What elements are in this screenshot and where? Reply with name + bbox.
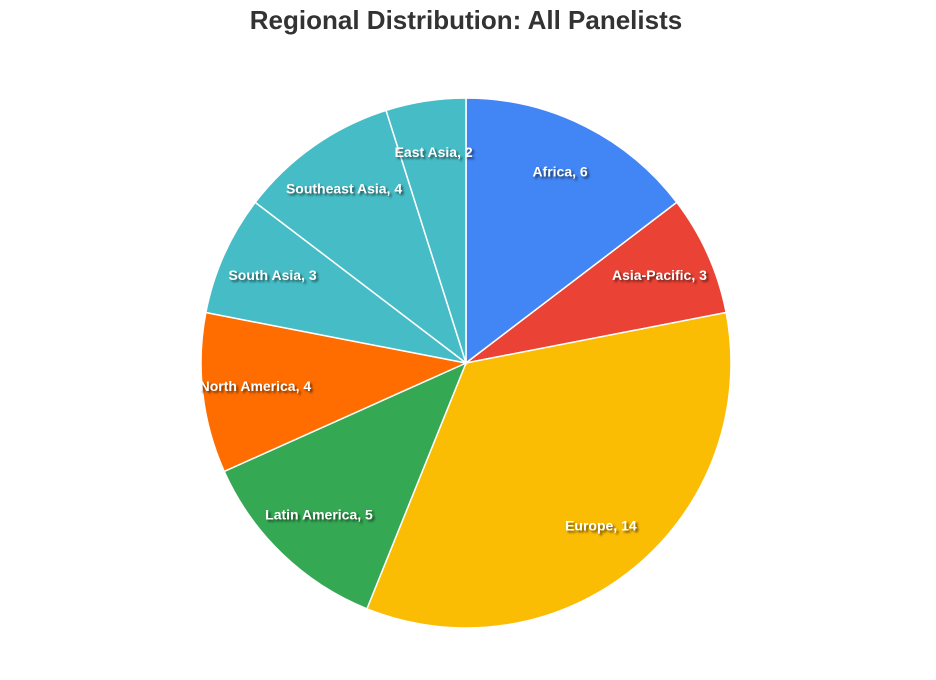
data-label: Asia-Pacific, 3	[612, 267, 707, 283]
data-label: North America, 4	[200, 378, 312, 394]
pie-slice	[365, 311, 732, 629]
data-label: East Asia, 2	[395, 144, 473, 160]
data-label: South Asia, 3	[228, 267, 316, 283]
data-label: Africa, 6	[532, 164, 587, 180]
pie-slice	[254, 109, 468, 366]
pie-slice	[385, 97, 467, 364]
data-label: Southeast Asia, 4	[286, 180, 402, 196]
pie-slice	[204, 201, 467, 364]
pie-slice	[465, 97, 678, 365]
data-label: Latin America, 5	[265, 506, 373, 522]
pie-slice	[465, 201, 728, 364]
data-label: Europe, 14	[565, 517, 637, 533]
pie-slice	[200, 311, 469, 473]
chart-title: Regional Distribution: All Panelists	[250, 5, 682, 35]
pie-slice	[223, 361, 468, 610]
